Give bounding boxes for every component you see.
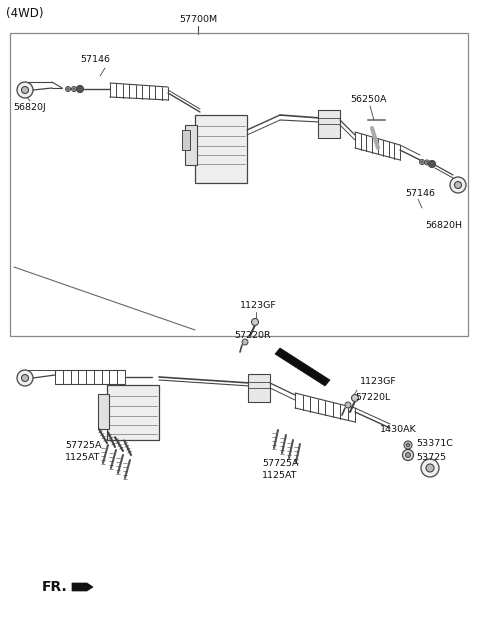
Text: (4WD): (4WD) [6,7,44,20]
Circle shape [17,370,33,386]
Circle shape [65,86,71,91]
Circle shape [242,339,248,345]
Circle shape [22,375,28,381]
Circle shape [403,450,413,460]
Text: 56820H: 56820H [425,220,462,230]
Text: 57220R: 57220R [234,331,271,339]
Text: 57146: 57146 [80,56,110,65]
Circle shape [406,452,410,457]
Text: 57725A: 57725A [65,441,101,450]
Text: FR.: FR. [42,580,68,594]
Bar [318,110,340,138]
Circle shape [345,402,351,408]
Text: 57725A: 57725A [262,458,299,468]
Text: 56250A: 56250A [350,96,386,104]
Bar [10,33,468,336]
Circle shape [22,86,28,94]
Text: 1123GF: 1123GF [360,378,397,386]
Circle shape [429,160,435,167]
Circle shape [424,160,430,165]
Circle shape [72,86,76,91]
Text: 53725: 53725 [416,453,446,463]
Bar [98,394,109,429]
Circle shape [421,161,423,164]
Circle shape [404,441,412,449]
Circle shape [450,177,466,193]
Circle shape [17,82,33,98]
Text: 57700M: 57700M [179,15,217,25]
Bar [182,130,190,150]
Circle shape [421,459,439,477]
Circle shape [73,88,75,90]
Text: 57146: 57146 [405,189,435,197]
Circle shape [351,394,359,402]
Bar [248,374,270,402]
Polygon shape [72,583,93,591]
Circle shape [420,160,424,165]
Text: 1125AT: 1125AT [262,471,298,479]
Bar [107,385,159,440]
Circle shape [76,86,84,93]
Bar [195,115,247,183]
Text: 1125AT: 1125AT [65,452,100,462]
Polygon shape [275,348,330,386]
Circle shape [67,88,69,90]
Text: 53371C: 53371C [416,439,453,449]
Text: 1123GF: 1123GF [240,300,277,310]
Text: 57220L: 57220L [355,394,390,402]
Text: 56820J: 56820J [13,104,46,112]
Circle shape [426,161,428,164]
Circle shape [455,181,461,189]
Text: 1430AK: 1430AK [380,426,417,434]
Circle shape [252,318,259,326]
Circle shape [426,464,434,472]
Circle shape [406,443,410,447]
Bar [185,125,197,165]
